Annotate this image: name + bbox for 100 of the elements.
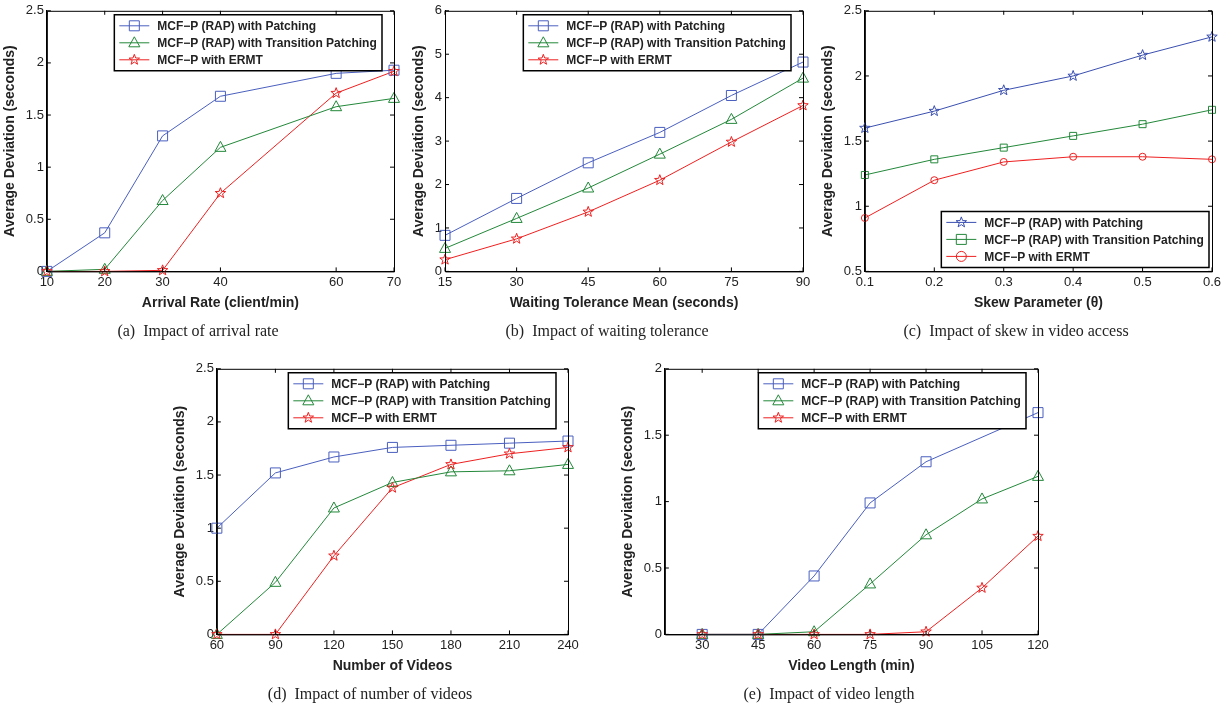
point — [330, 100, 343, 112]
point — [444, 465, 457, 477]
point — [808, 570, 820, 582]
point — [439, 253, 451, 265]
y-tick-label: 1 — [36, 158, 44, 174]
legend-label: MCF−P with ERMT — [566, 53, 673, 68]
y-tick-label: 2.5 — [25, 2, 44, 18]
point — [1208, 155, 1216, 164]
point — [1032, 407, 1044, 419]
point — [1136, 49, 1149, 61]
text: (d) Impact of number of videos — [267, 684, 473, 703]
point — [654, 174, 666, 186]
text: (a) Impact of arrival rate — [117, 321, 279, 340]
y-tick-label: 2.5 — [843, 2, 862, 18]
point — [999, 143, 1008, 152]
x-tick-label: 0.4 — [1064, 273, 1083, 289]
y-tick-label: 1 — [854, 197, 862, 213]
x-tick-label: 0.3 — [994, 273, 1013, 289]
point — [214, 90, 226, 102]
legend-label: MCF−P with ERMT — [331, 411, 438, 426]
point — [386, 441, 398, 453]
y-tick-label: 1.5 — [25, 106, 44, 122]
point — [997, 84, 1010, 96]
y-tick-label: 1.5 — [195, 466, 214, 482]
point — [445, 458, 457, 470]
legend-label: MCF−P (RAP) with Patching — [157, 19, 317, 34]
point — [328, 549, 340, 561]
x-tick-label: 90 — [795, 273, 811, 289]
point — [156, 264, 169, 276]
x-tick-label: 75 — [724, 273, 739, 289]
y-tick-label: 0.5 — [195, 572, 214, 588]
point — [388, 91, 400, 103]
x-tick-label: 75 — [862, 636, 878, 652]
x-tick-label: 60 — [652, 273, 668, 289]
x-axis-title: Skew Parameter (θ) — [973, 294, 1103, 311]
legend-label: MCF−P with ERMT — [984, 249, 1091, 264]
point — [582, 157, 594, 169]
point — [864, 497, 876, 509]
legend-label: MCF−P (RAP) with Patching — [984, 215, 1144, 230]
point — [511, 192, 523, 204]
point — [1138, 120, 1147, 129]
x-axis-title: Video Length (min) — [788, 657, 915, 674]
point — [797, 99, 809, 111]
point — [330, 87, 342, 99]
point — [797, 56, 809, 68]
y-axis-title: Average Deviation (seconds) — [619, 405, 636, 598]
point — [214, 140, 227, 152]
x-tick-label: 30 — [509, 273, 524, 289]
point — [562, 441, 574, 453]
point — [860, 170, 869, 179]
y-tick-label: 2 — [36, 54, 44, 70]
x-tick-label: 0.2 — [925, 273, 944, 289]
y-tick-label: 1 — [434, 219, 443, 235]
point — [725, 112, 738, 124]
legend-label: MCF−P (RAP) with Patching — [801, 377, 961, 392]
y-tick-label: 2 — [654, 360, 662, 376]
y-tick-label: 2 — [854, 67, 862, 83]
point — [1069, 131, 1078, 140]
y-tick-label: 6 — [434, 2, 443, 18]
y-axis-title: Average Deviation (seconds) — [410, 45, 427, 237]
point — [327, 501, 340, 513]
point — [562, 435, 574, 447]
point — [930, 176, 939, 185]
point — [1032, 469, 1044, 481]
point — [582, 181, 595, 193]
x-tick-label: 120 — [323, 636, 345, 652]
point — [328, 451, 340, 463]
x-tick-label: 40 — [213, 273, 228, 289]
point — [653, 147, 666, 159]
legend-label: MCF−P with ERMT — [801, 411, 908, 426]
y-tick-label: 1.5 — [643, 426, 662, 442]
point — [157, 130, 169, 142]
x-tick-label: 0.6 — [1202, 273, 1222, 289]
x-tick-label: 30 — [694, 636, 710, 652]
legend-label: MCF−P (RAP) with Patching — [331, 377, 491, 392]
y-tick-label: 0 — [206, 625, 214, 641]
x-tick-label: 105 — [971, 636, 993, 652]
y-tick-label: 0.5 — [843, 262, 862, 278]
point — [859, 122, 871, 134]
legend-label: MCF−P (RAP) with Transition Patching — [331, 394, 551, 409]
y-tick-label: 0 — [434, 262, 443, 278]
point — [1067, 69, 1079, 81]
x-tick-label: 90 — [268, 636, 283, 652]
text: (e) Impact of video length — [743, 684, 915, 703]
point — [503, 437, 515, 449]
x-tick-label: 210 — [498, 636, 521, 652]
point — [510, 232, 523, 244]
legend-label: MCF−P (RAP) with Transition Patching — [566, 36, 786, 51]
y-tick-label: 0.5 — [25, 210, 44, 226]
x-tick-label: 45 — [580, 273, 596, 289]
point — [445, 439, 457, 451]
y-tick-label: 4 — [434, 89, 443, 105]
point — [386, 475, 399, 487]
x-tick-label: 30 — [155, 273, 170, 289]
point — [976, 581, 988, 593]
x-tick-label: 0.5 — [1133, 273, 1152, 289]
legend-label: MCF−P (RAP) with Transition Patching — [801, 394, 1021, 409]
point — [99, 227, 111, 239]
x-tick-label: 240 — [557, 636, 579, 652]
point — [999, 157, 1008, 166]
